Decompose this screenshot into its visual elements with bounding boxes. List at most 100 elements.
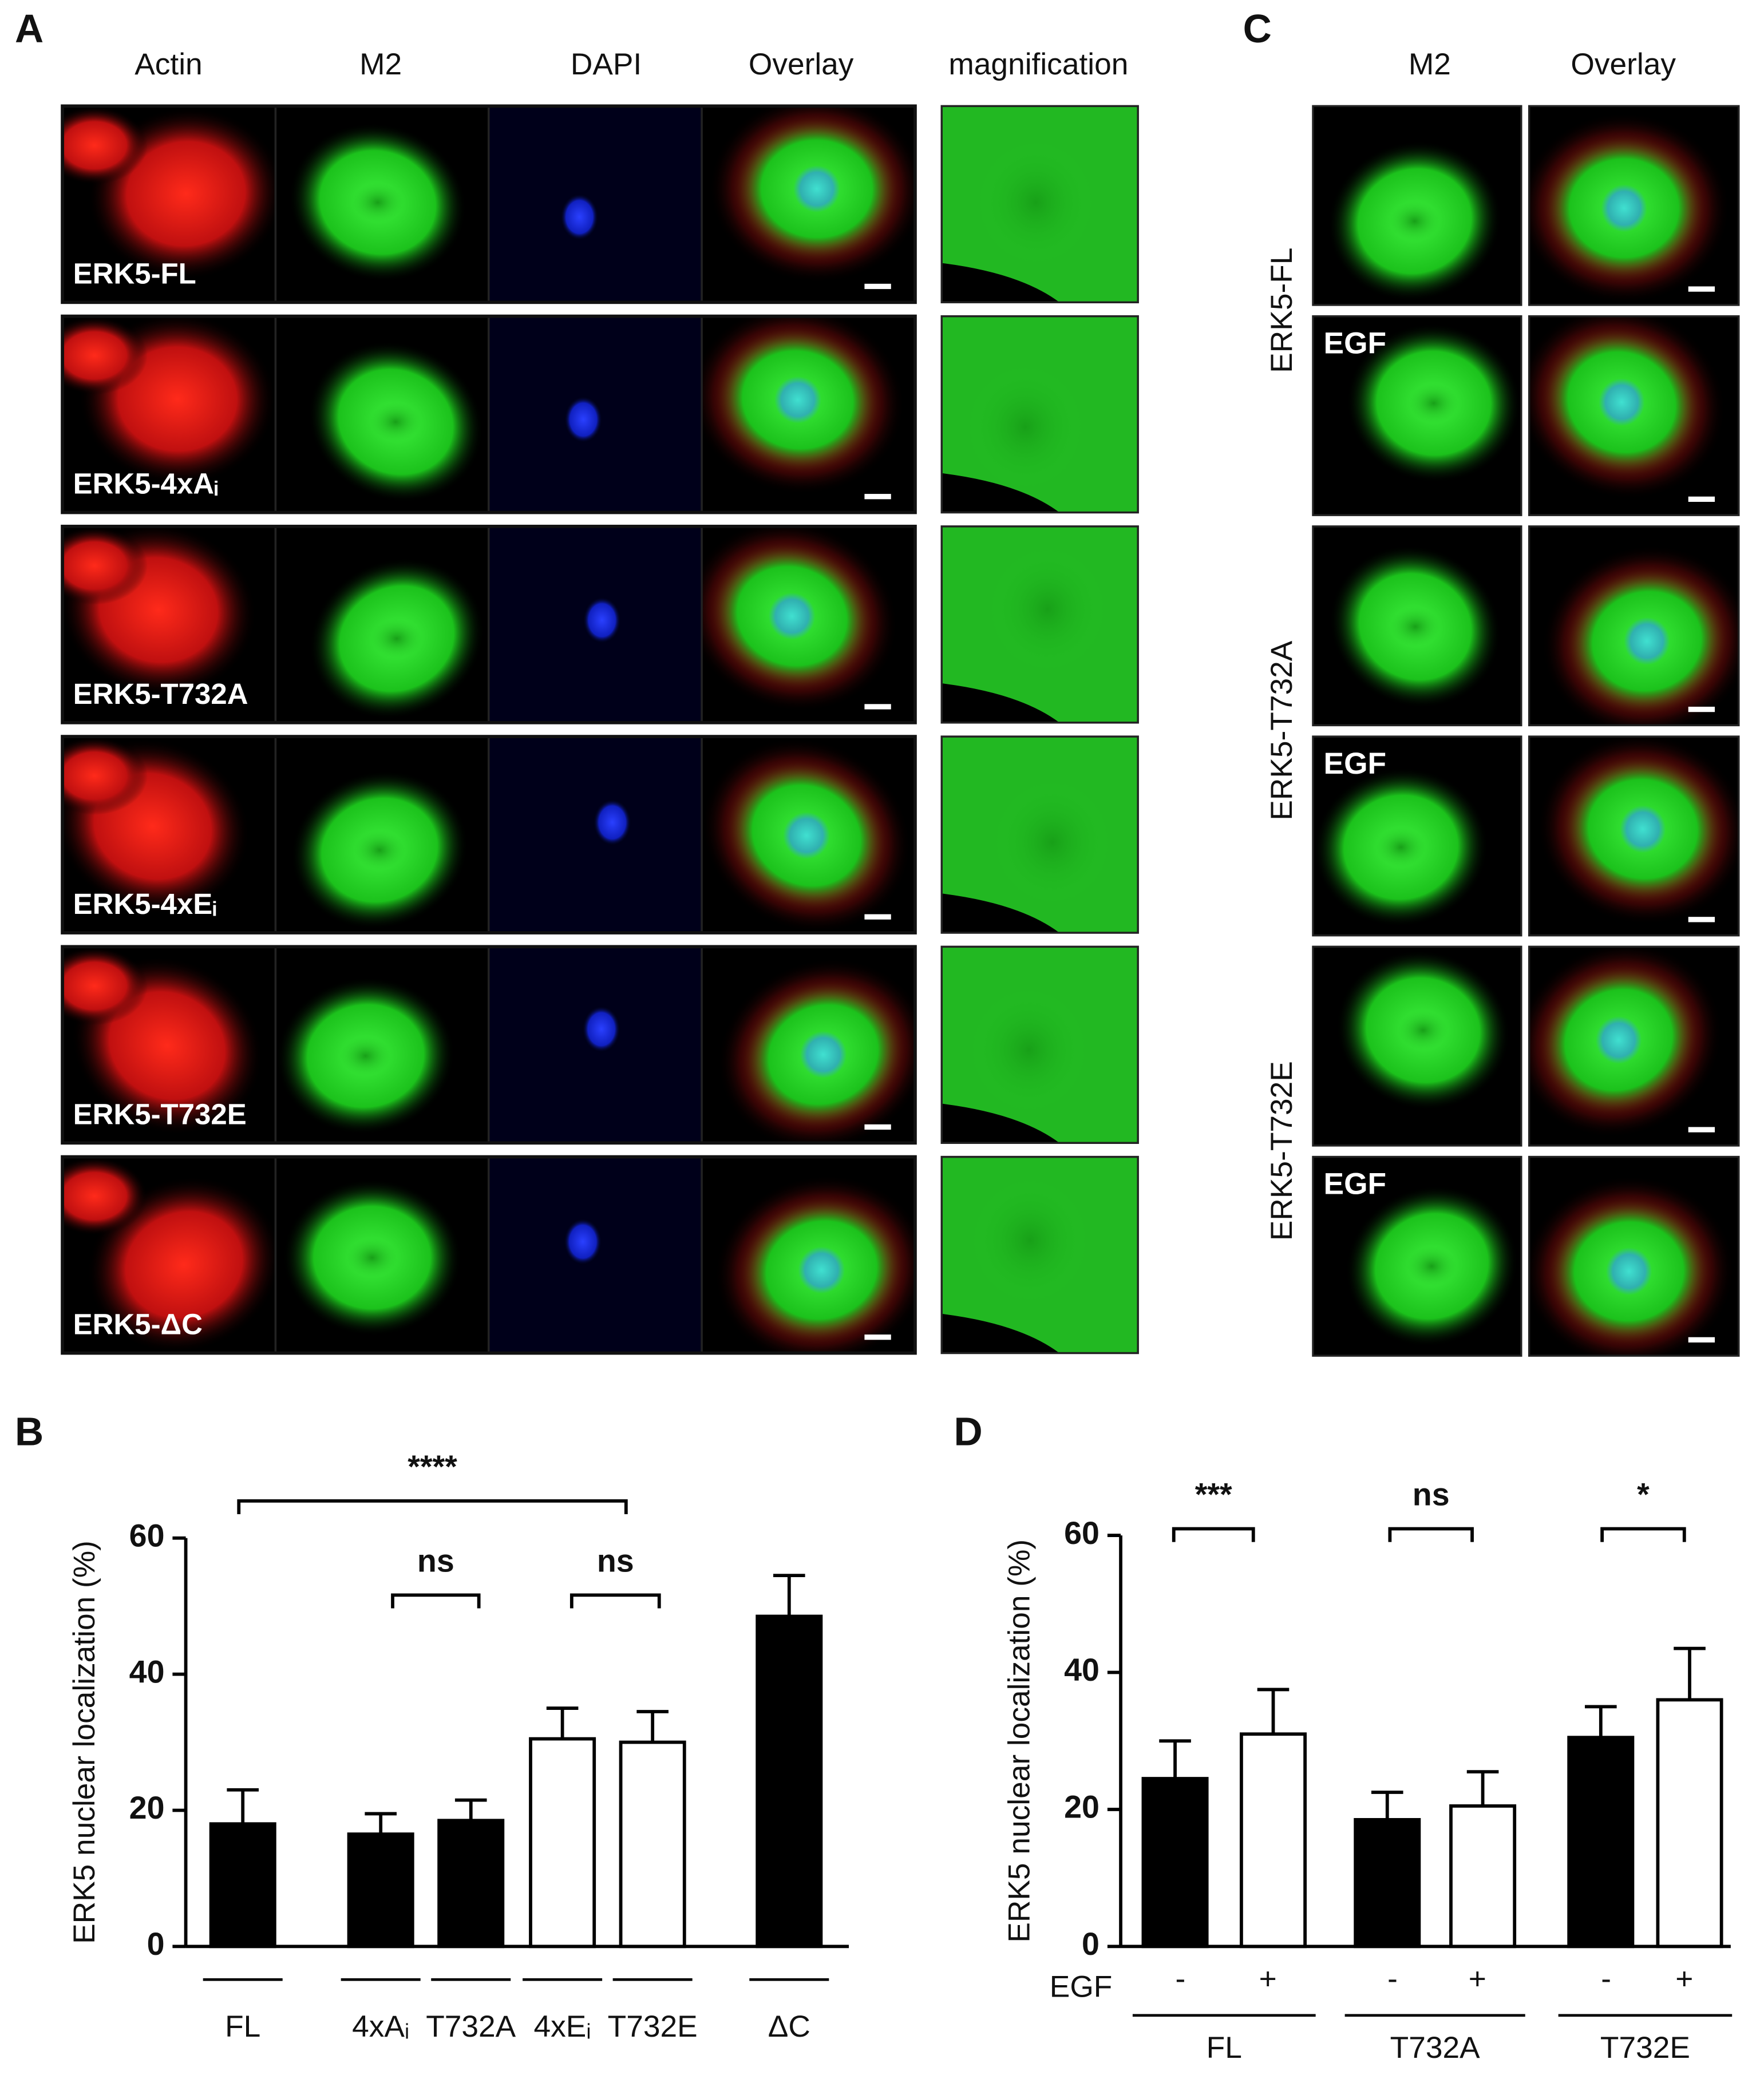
cell	[62, 947, 148, 1025]
nucleus	[1409, 383, 1459, 423]
micrograph	[1313, 947, 1521, 1146]
micrograph	[1529, 316, 1739, 516]
image-bg	[488, 736, 702, 933]
nucleus	[593, 798, 632, 846]
x-tick-label: T732E	[608, 2010, 698, 2044]
nucleus	[583, 596, 622, 644]
panel-label: C	[1243, 6, 1272, 51]
x-tick-label: FL	[1207, 2031, 1242, 2065]
y-tick-label: 20	[1064, 1789, 1099, 1825]
image-frame	[1312, 525, 1522, 727]
nucleus	[1624, 617, 1670, 666]
image-frame	[1312, 945, 1522, 1147]
nucleus	[1406, 1246, 1457, 1286]
nucleus	[966, 364, 1085, 490]
image-frame	[940, 945, 1139, 1144]
image-frame	[940, 525, 1139, 724]
nucleus	[798, 1246, 845, 1294]
significance-label: ***	[1195, 1477, 1232, 1512]
micrograph	[488, 316, 702, 513]
nucleus	[783, 811, 830, 860]
x-tick-label: 4xEᵢ	[534, 2010, 591, 2044]
micrograph	[942, 316, 1138, 513]
micrograph	[702, 106, 915, 303]
nucleus	[1605, 1247, 1652, 1296]
row-label: ERK5-4xAᵢ	[73, 468, 219, 500]
cell	[62, 526, 148, 605]
y-tick-label: 0	[1082, 1926, 1099, 1962]
image-frame	[1528, 945, 1740, 1147]
panel-label: A	[15, 6, 43, 51]
row-label: ERK5-4xEᵢ	[73, 888, 217, 920]
nucleus	[563, 1218, 602, 1265]
nucleus	[371, 619, 422, 659]
scale-bar	[1688, 286, 1715, 292]
column-header: M2	[1409, 47, 1451, 81]
cell	[62, 736, 148, 815]
significance-label: ns	[417, 1543, 454, 1578]
micrograph	[1313, 316, 1521, 516]
micrograph	[488, 1157, 702, 1353]
bar	[529, 1737, 596, 1949]
row-label: ERK5-FL	[73, 257, 196, 290]
micrograph	[702, 736, 915, 933]
micrograph	[62, 1157, 276, 1353]
nucleus	[1599, 378, 1645, 426]
y-tick-label: 20	[129, 1790, 165, 1825]
micrograph	[1529, 1157, 1739, 1356]
micrograph	[942, 1157, 1138, 1353]
micrograph	[1313, 736, 1521, 936]
background	[942, 893, 1060, 933]
nucleus	[793, 165, 840, 213]
x-tick-label: T732A	[426, 2010, 516, 2044]
background	[942, 683, 1060, 723]
significance-bracket	[237, 1499, 628, 1515]
micrograph	[488, 526, 702, 723]
scale-bar	[864, 494, 891, 500]
image-frame	[1528, 105, 1740, 306]
row-frame	[61, 1155, 917, 1355]
treatment-label: EGF	[1324, 1167, 1387, 1201]
row-label: ERK5-T732A	[73, 678, 248, 710]
row-label: ERK5-T732E	[73, 1098, 247, 1130]
nucleus	[354, 830, 405, 870]
significance-bracket	[569, 1593, 661, 1609]
y-axis-label: ERK5 nuclear localization (%)	[1002, 1539, 1036, 1943]
significance-bracket	[1600, 1527, 1686, 1542]
background	[942, 263, 1060, 303]
bar	[619, 1740, 686, 1949]
row-frame	[61, 104, 917, 304]
significance-label: *	[1637, 1477, 1650, 1512]
scale-bar	[864, 283, 891, 290]
x-tick-label: 4xAᵢ	[352, 2010, 409, 2044]
nucleus	[370, 402, 422, 442]
scale-bar	[1688, 706, 1715, 712]
bar	[209, 1822, 276, 1949]
significance-bracket	[1172, 1527, 1255, 1542]
image-frame	[1312, 315, 1522, 516]
image-frame	[1312, 1155, 1522, 1357]
scale-bar	[864, 1334, 891, 1340]
nucleus	[1389, 201, 1440, 241]
legend-label: +	[1469, 1962, 1486, 1996]
legend-label: -	[1175, 1962, 1185, 1996]
significance-bracket	[1388, 1527, 1474, 1542]
background	[942, 1313, 1060, 1353]
micrograph	[488, 947, 702, 1143]
column-header: Overlay	[1571, 47, 1676, 81]
micrograph	[488, 106, 702, 303]
group-label: ERK5-T732A	[1265, 640, 1299, 820]
nucleus	[1595, 1016, 1642, 1064]
y-tick-label: 60	[129, 1518, 165, 1553]
scale-bar	[864, 914, 891, 920]
image-frame	[1312, 735, 1522, 937]
micrograph	[275, 1157, 489, 1353]
column-header: DAPI	[571, 47, 642, 81]
micrograph	[62, 316, 276, 513]
micrograph	[62, 736, 276, 933]
column-header: Overlay	[749, 47, 854, 81]
micrograph	[275, 316, 489, 513]
micrograph	[488, 736, 702, 933]
panel-label: D	[954, 1409, 983, 1454]
micrograph	[702, 526, 915, 723]
